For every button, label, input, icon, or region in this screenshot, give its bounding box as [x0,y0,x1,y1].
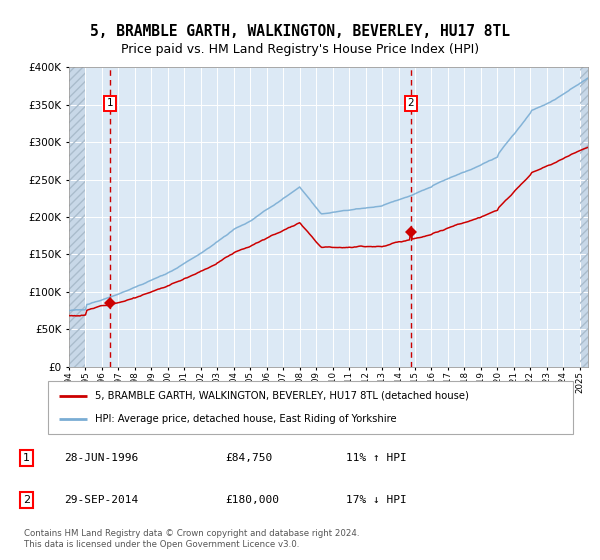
Text: £180,000: £180,000 [225,495,279,505]
Bar [580,67,588,367]
Text: £84,750: £84,750 [225,453,272,463]
Text: 2: 2 [23,495,30,505]
Text: 28-JUN-1996: 28-JUN-1996 [64,453,138,463]
Bar [580,67,588,367]
Text: 2: 2 [407,98,414,108]
Text: 1: 1 [107,98,113,108]
Text: 17% ↓ HPI: 17% ↓ HPI [346,495,407,505]
Text: HPI: Average price, detached house, East Riding of Yorkshire: HPI: Average price, detached house, East… [95,414,397,424]
FancyBboxPatch shape [48,381,573,434]
Text: 1: 1 [23,453,30,463]
Text: 5, BRAMBLE GARTH, WALKINGTON, BEVERLEY, HU17 8TL (detached house): 5, BRAMBLE GARTH, WALKINGTON, BEVERLEY, … [95,391,469,401]
Text: Price paid vs. HM Land Registry's House Price Index (HPI): Price paid vs. HM Land Registry's House … [121,43,479,55]
Text: Contains HM Land Registry data © Crown copyright and database right 2024.
This d: Contains HM Land Registry data © Crown c… [24,529,359,549]
Text: 5, BRAMBLE GARTH, WALKINGTON, BEVERLEY, HU17 8TL: 5, BRAMBLE GARTH, WALKINGTON, BEVERLEY, … [90,24,510,39]
Text: 29-SEP-2014: 29-SEP-2014 [64,495,138,505]
Bar [69,67,85,367]
Text: 11% ↑ HPI: 11% ↑ HPI [346,453,407,463]
Bar [69,67,85,367]
